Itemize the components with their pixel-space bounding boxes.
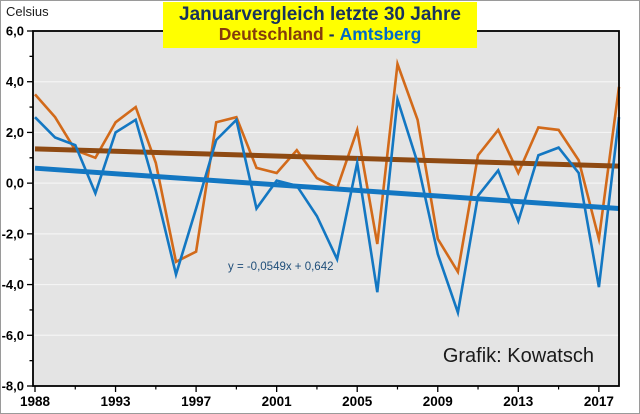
- x-axis-label: 2005: [342, 394, 373, 409]
- y-axis-unit-label: Celsius: [6, 4, 49, 19]
- x-axis-label: 1997: [181, 394, 211, 409]
- chart-title: Januarvergleich letzte 30 Jahre Deutschl…: [163, 2, 477, 48]
- y-axis-label: -2,0: [2, 226, 24, 241]
- credit-label: Grafik: Kowatsch: [442, 345, 594, 367]
- title-separator: -: [328, 24, 335, 45]
- y-axis-label: 4,0: [6, 74, 24, 89]
- x-axis-label: 1993: [101, 394, 132, 409]
- chart-title-line1: Januarvergleich letzte 30 Jahre: [179, 4, 461, 25]
- plot-area: [33, 31, 619, 386]
- y-axis-label: -6,0: [2, 328, 24, 343]
- amtsberg-trendline: [34, 165, 620, 211]
- x-axis-label: 1988: [20, 394, 51, 409]
- x-axis-label: 2013: [503, 394, 534, 409]
- y-axis-label: 6,0: [6, 24, 24, 39]
- series-label-deutschland: Deutschland: [218, 24, 324, 45]
- amtsberg-line: [34, 93, 621, 318]
- deutschland-trendline: [34, 146, 620, 169]
- x-axis-label: 2017: [584, 394, 614, 409]
- y-axis-label: -4,0: [2, 277, 24, 292]
- y-axis-label: 2,0: [6, 125, 24, 140]
- chart-title-line2: Deutschland - Amtsberg: [179, 24, 461, 45]
- trendline-equation: y = -0,0549x + 0,642: [228, 261, 334, 273]
- x-axis-label: 2001: [262, 394, 293, 409]
- y-axis-label: -8,0: [2, 379, 24, 394]
- y-axis-label: 0,0: [6, 176, 24, 191]
- series-label-amtsberg: Amtsberg: [339, 24, 422, 45]
- x-axis-label: 2009: [423, 394, 453, 409]
